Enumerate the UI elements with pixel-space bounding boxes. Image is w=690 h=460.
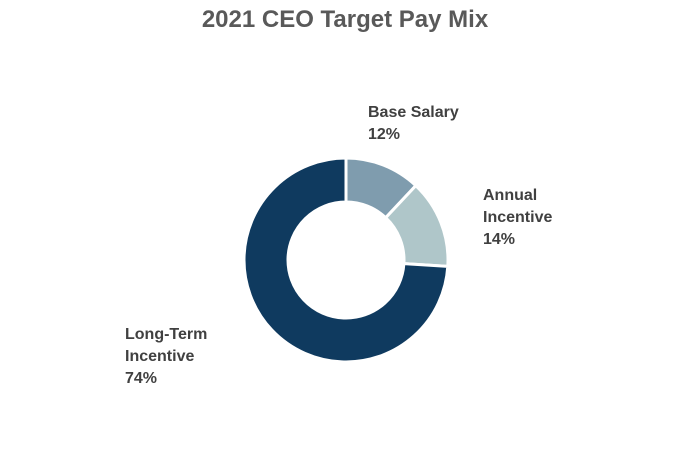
label-annual-incentive: Annual Incentive 14% [483, 185, 552, 251]
chart-title: 2021 CEO Target Pay Mix [201, 6, 489, 33]
slice-long-term-incentive [242, 156, 450, 364]
label-base-salary-name: Base Salary [368, 104, 459, 121]
label-long-term-incentive: Long-Term Incentive 74% [125, 324, 207, 390]
label-base-salary-percent: 12% [368, 126, 401, 143]
label-long-term-incentive-name-line1: Long-Term [125, 326, 208, 343]
label-annual-incentive-name-line2: Incentive [483, 209, 553, 226]
label-annual-incentive-name-line1: Annual [483, 187, 538, 204]
label-long-term-incentive-percent: 74% [125, 370, 158, 387]
label-base-salary: Base Salary 12% [368, 102, 459, 146]
label-long-term-incentive-name-line2: Incentive [125, 348, 195, 365]
label-annual-incentive-percent: 14% [483, 231, 516, 248]
